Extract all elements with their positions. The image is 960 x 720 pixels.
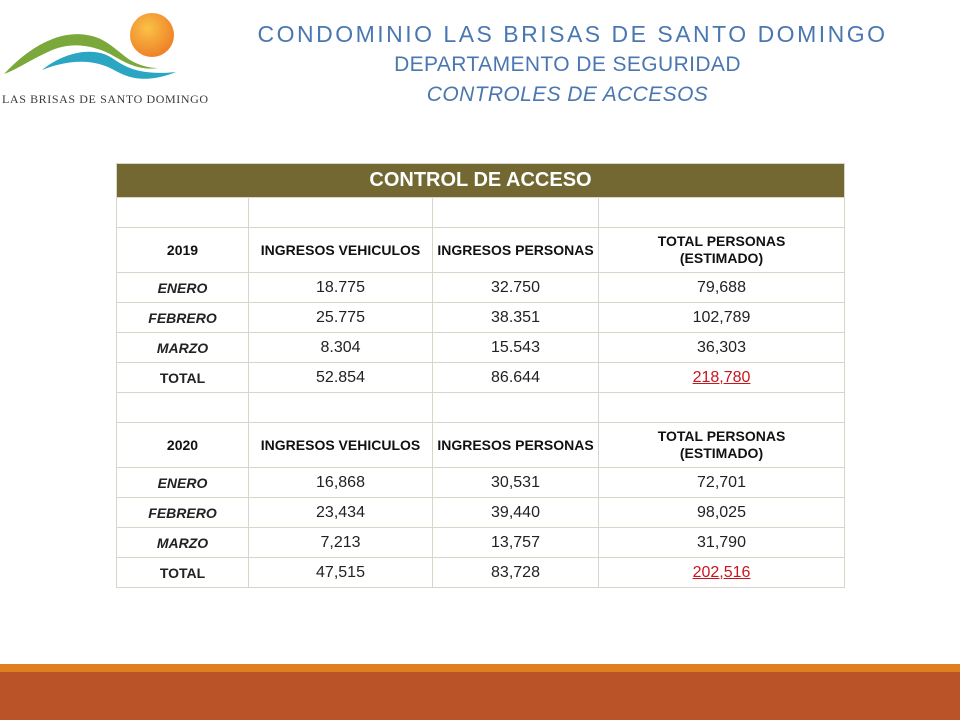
persons-cell: 39,440 (432, 497, 599, 528)
total-cell: 72,701 (598, 467, 845, 498)
persons-total-cell: 86.644 (432, 362, 599, 393)
persons-total-cell: 83,728 (432, 557, 599, 588)
vehicles-cell: 23,434 (248, 497, 433, 528)
vehicles-cell: 25.775 (248, 302, 433, 333)
column-header-total-line1: TOTAL PERSONAS (657, 428, 786, 444)
column-header-total: TOTAL PERSONAS (ESTIMADO) (598, 227, 845, 273)
department-title: DEPARTAMENTO DE SEGURIDAD (394, 53, 741, 76)
vehicles-total-cell: 52.854 (248, 362, 433, 393)
condominium-logo: LAS BRISAS DE SANTO DOMINGO (0, 8, 208, 108)
column-header-total-line2: (ESTIMADO) (679, 445, 764, 461)
table-row: ENERO 16,868 30,531 72,701 (116, 467, 845, 498)
table-row: FEBRERO 25.775 38.351 102,789 (116, 302, 845, 333)
column-header-total-line2: (ESTIMADO) (679, 250, 764, 266)
year-label: 2020 (116, 422, 249, 468)
total-cell: 79,688 (598, 272, 845, 303)
total-cell: 36,303 (598, 332, 845, 363)
column-header-persons: INGRESOS PERSONAS (432, 422, 599, 468)
month-label: MARZO (116, 332, 249, 363)
table-title: CONTROL DE ACCESO (116, 163, 845, 198)
section-title: CONTROLES DE ACCESOS (426, 83, 709, 106)
table-row: MARZO 7,213 13,757 31,790 (116, 527, 845, 558)
month-label: MARZO (116, 527, 249, 558)
spacer-row (116, 197, 845, 228)
total-row: TOTAL 47,515 83,728 202,516 (116, 557, 845, 588)
month-label: ENERO (116, 467, 249, 498)
month-label: FEBRERO (116, 497, 249, 528)
access-control-table: CONTROL DE ACCESO 2019 INGRESOS VEHICULO… (116, 163, 845, 588)
grand-total-link[interactable]: 202,516 (692, 563, 751, 581)
column-header-vehicles: INGRESOS VEHICULOS (248, 227, 433, 273)
grand-total-link[interactable]: 218,780 (692, 368, 751, 386)
year-label: 2019 (116, 227, 249, 273)
grand-total-cell: 218,780 (598, 362, 845, 393)
page-header: CONDOMINIO LAS BRISAS DE SANTO DOMINGO D… (185, 18, 960, 110)
footer-accent-bar (0, 664, 960, 672)
vehicles-cell: 7,213 (248, 527, 433, 558)
section-header-row: 2020 INGRESOS VEHICULOS INGRESOS PERSONA… (116, 422, 845, 468)
vehicles-total-cell: 47,515 (248, 557, 433, 588)
total-label: TOTAL (116, 362, 249, 393)
total-cell: 31,790 (598, 527, 845, 558)
vehicles-cell: 8.304 (248, 332, 433, 363)
persons-cell: 15.543 (432, 332, 599, 363)
vehicles-cell: 18.775 (248, 272, 433, 303)
section-header-row: 2019 INGRESOS VEHICULOS INGRESOS PERSONA… (116, 227, 845, 273)
total-cell: 102,789 (598, 302, 845, 333)
persons-cell: 32.750 (432, 272, 599, 303)
persons-cell: 30,531 (432, 467, 599, 498)
condominium-title: CONDOMINIO LAS BRISAS DE SANTO DOMINGO (257, 21, 888, 47)
month-label: FEBRERO (116, 302, 249, 333)
total-row: TOTAL 52.854 86.644 218,780 (116, 362, 845, 393)
total-cell: 98,025 (598, 497, 845, 528)
column-header-vehicles: INGRESOS VEHICULOS (248, 422, 433, 468)
column-header-total: TOTAL PERSONAS (ESTIMADO) (598, 422, 845, 468)
column-header-persons: INGRESOS PERSONAS (432, 227, 599, 273)
table-row: FEBRERO 23,434 39,440 98,025 (116, 497, 845, 528)
logo-icon (4, 13, 176, 79)
persons-cell: 38.351 (432, 302, 599, 333)
grand-total-cell: 202,516 (598, 557, 845, 588)
vehicles-cell: 16,868 (248, 467, 433, 498)
table-row: MARZO 8.304 15.543 36,303 (116, 332, 845, 363)
logo-wordmark: LAS BRISAS DE SANTO DOMINGO (2, 92, 209, 106)
column-header-total-line1: TOTAL PERSONAS (657, 233, 786, 249)
month-label: ENERO (116, 272, 249, 303)
spacer-row (116, 392, 845, 423)
persons-cell: 13,757 (432, 527, 599, 558)
total-label: TOTAL (116, 557, 249, 588)
table-row: ENERO 18.775 32.750 79,688 (116, 272, 845, 303)
footer-bar (0, 672, 960, 720)
